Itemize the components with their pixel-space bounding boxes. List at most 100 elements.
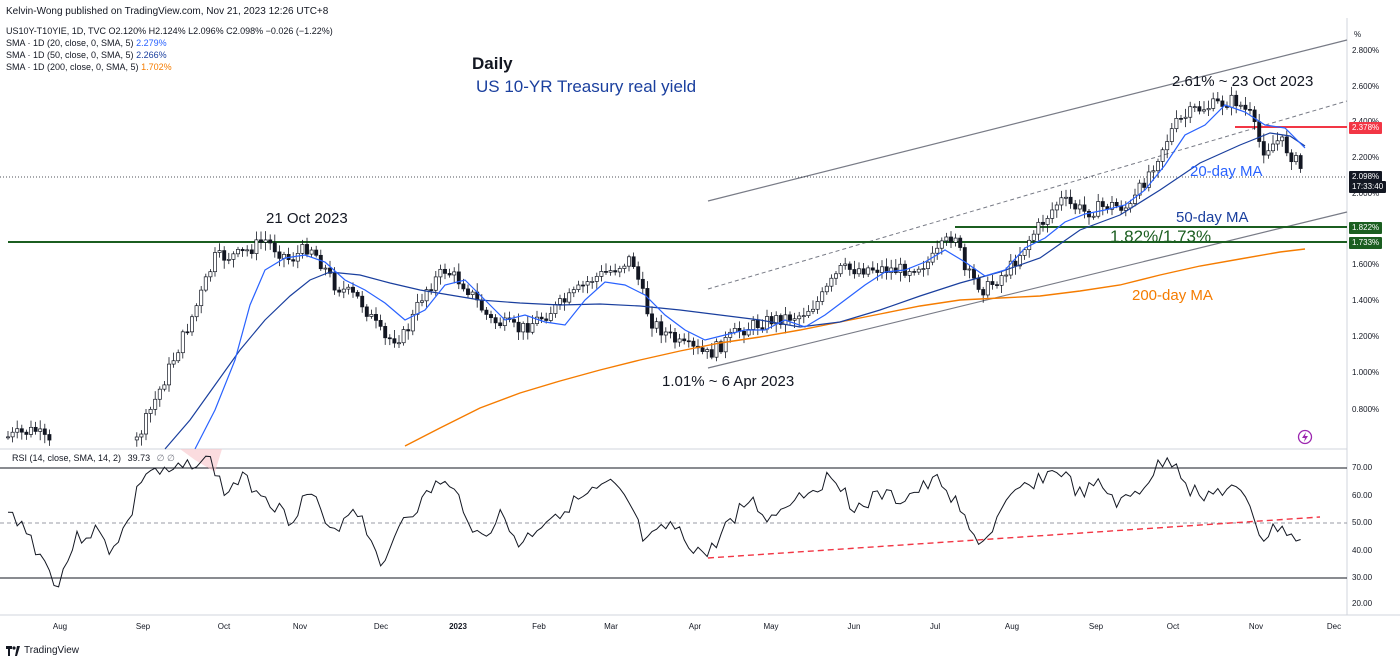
candle-body xyxy=(857,268,861,275)
candle-body xyxy=(769,316,774,325)
candle-body xyxy=(236,249,240,255)
time-tick-label: Sep xyxy=(1088,622,1104,631)
candle-body xyxy=(898,263,903,273)
candle-body xyxy=(645,288,650,315)
candle-body xyxy=(360,295,365,308)
candle-body xyxy=(535,316,539,324)
candle-body xyxy=(438,268,443,278)
candle-body xyxy=(512,319,516,323)
candle-body xyxy=(866,267,871,275)
candle-body xyxy=(1068,196,1073,205)
candle-body xyxy=(272,242,277,253)
candle-body xyxy=(654,321,659,329)
sma20-line xyxy=(194,104,1306,450)
candle-body xyxy=(392,338,397,344)
legend-sma50[interactable]: SMA · 1D (50, close, 0, SMA, 5) 2.266% xyxy=(6,50,167,61)
candle-body xyxy=(1064,196,1068,199)
countdown-badge: 17:33:40 xyxy=(1349,181,1387,193)
candle-body xyxy=(194,305,199,318)
candle-body xyxy=(567,292,572,303)
candle-body xyxy=(489,314,493,319)
tradingview-logo-icon xyxy=(6,645,20,656)
candle-body xyxy=(700,347,705,352)
candle-body xyxy=(815,301,820,310)
annotation-low: 1.01% ~ 6 Apr 2023 xyxy=(662,373,795,390)
rsi-legend[interactable]: RSI (14, close, SMA, 14, 2) 39.73 ∅ ∅ xyxy=(12,453,175,464)
candle-body xyxy=(378,320,383,327)
candle-body xyxy=(42,428,47,435)
candle-body xyxy=(249,249,254,254)
candle-body xyxy=(383,326,388,339)
candle-body xyxy=(884,266,889,273)
candle-body xyxy=(1045,218,1050,225)
candle-body xyxy=(682,338,687,342)
legend-sma20[interactable]: SMA · 1D (20, close, 0, SMA, 5) 2.279% xyxy=(6,38,167,49)
candle-body xyxy=(829,277,834,287)
candle-body xyxy=(691,340,696,347)
candle-body xyxy=(323,267,328,270)
candle-body xyxy=(1215,98,1220,102)
candle-body xyxy=(709,349,714,358)
candle-body xyxy=(571,289,576,294)
candle-body xyxy=(539,316,544,320)
candle-body xyxy=(185,331,190,334)
rsi-legend-extra: ∅ ∅ xyxy=(156,453,175,463)
candle-body xyxy=(585,281,590,286)
rsi-tick-label: 70.00 xyxy=(1352,463,1373,472)
candle-body xyxy=(332,272,337,291)
candle-body xyxy=(351,286,355,293)
candle-body xyxy=(1183,116,1188,119)
candle-body xyxy=(148,408,153,414)
candle-body xyxy=(263,239,268,243)
candle-body xyxy=(995,284,999,286)
candle-body xyxy=(663,331,668,336)
candle-body xyxy=(1096,201,1101,217)
candle-body xyxy=(861,268,866,275)
channel-mid-line xyxy=(707,100,1348,290)
candle-body xyxy=(24,431,29,435)
candle-body xyxy=(240,249,245,252)
footer-brand[interactable]: TradingView xyxy=(6,645,79,656)
candle-body xyxy=(355,291,360,297)
candle-body xyxy=(1123,207,1128,211)
candle-body xyxy=(452,271,457,276)
candle-body xyxy=(1275,140,1280,145)
candle-body xyxy=(976,277,981,290)
candle-body xyxy=(259,239,263,243)
candle-body xyxy=(631,256,636,268)
candle-body xyxy=(1022,249,1027,256)
candle-body xyxy=(406,329,411,332)
candle-body xyxy=(433,276,438,291)
legend-sma200[interactable]: SMA · 1D (200, close, 0, SMA, 5) 1.702% xyxy=(6,62,172,73)
candle-body xyxy=(1234,94,1239,107)
candle-body xyxy=(1192,106,1197,108)
candle-body xyxy=(1137,182,1142,196)
candle-body xyxy=(935,247,940,254)
candle-body xyxy=(958,237,963,248)
candle-body xyxy=(962,247,967,271)
candle-body xyxy=(139,433,144,438)
candle-body xyxy=(921,268,926,270)
annotation-ma200: 200-day MA xyxy=(1132,287,1213,304)
candle-body xyxy=(916,268,921,273)
candle-body xyxy=(870,267,875,271)
candle-body xyxy=(880,266,884,273)
candle-body xyxy=(907,271,912,276)
candle-body xyxy=(705,349,710,352)
candle-body xyxy=(305,244,309,255)
candlestick-series xyxy=(6,86,1303,447)
candle-body xyxy=(801,315,806,318)
rsi-tick-label: 30.00 xyxy=(1352,573,1373,582)
published-by: Kelvin-Wong published on TradingView.com… xyxy=(6,6,329,17)
candle-body xyxy=(470,291,475,295)
candle-body xyxy=(1146,171,1151,188)
candle-body xyxy=(627,256,631,267)
candle-body xyxy=(1110,202,1114,210)
channel-upper-line xyxy=(707,39,1348,202)
candle-body xyxy=(484,309,489,315)
price-tick-label: 2.000% xyxy=(1352,189,1380,198)
candle-body xyxy=(341,288,346,293)
candle-body xyxy=(268,239,273,244)
candle-body xyxy=(144,413,148,435)
